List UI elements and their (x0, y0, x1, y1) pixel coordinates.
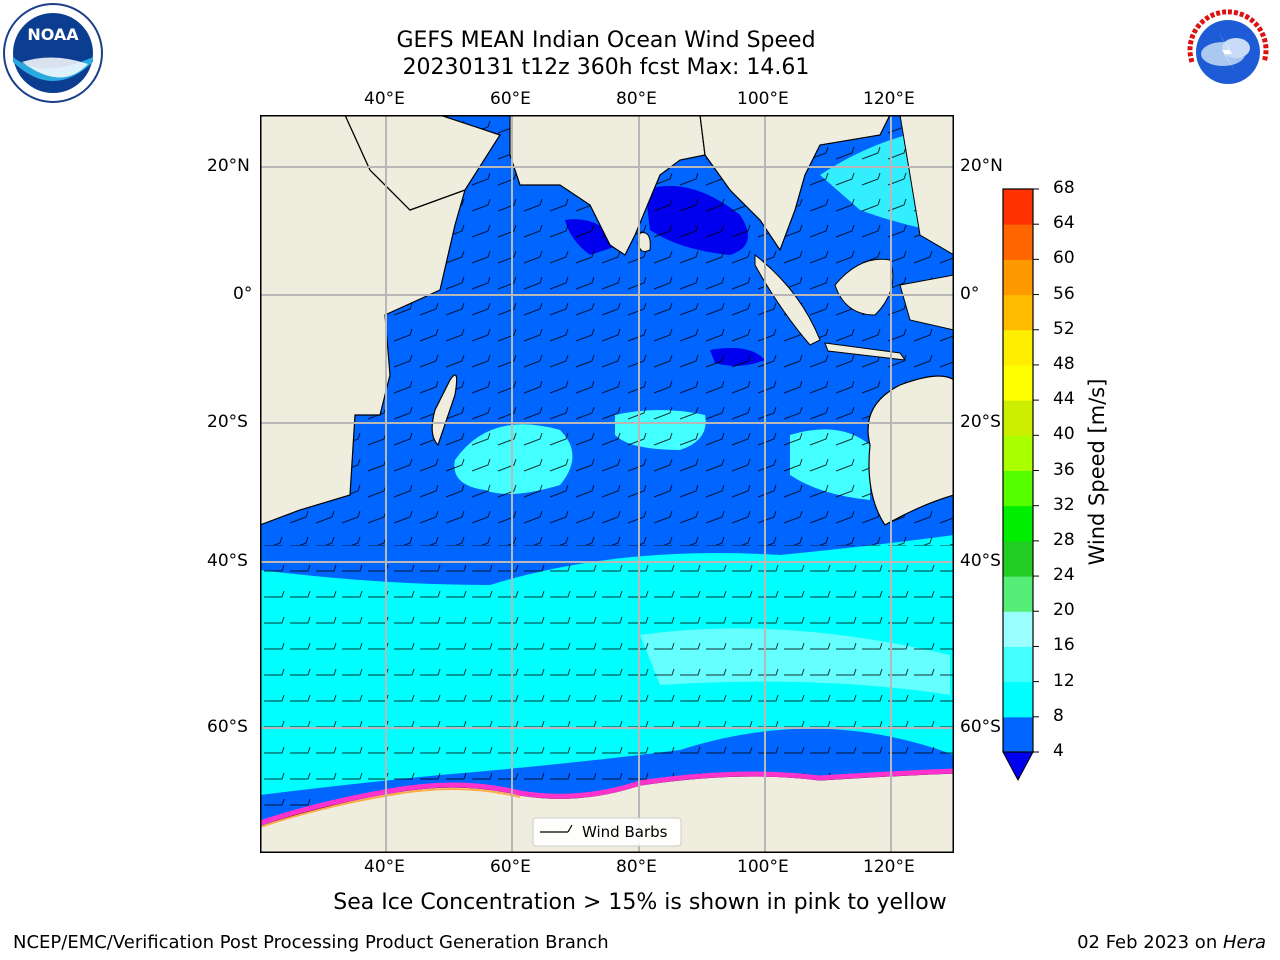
lon-tick-top-80e: 80°E (616, 89, 657, 109)
sea-ice-edge (260, 768, 954, 826)
colorbar-tick-label: 24 (1053, 565, 1075, 586)
land-sumatra (754, 253, 821, 346)
colorbar-segment (1003, 189, 1033, 225)
noaa-logo: NOAA (3, 3, 103, 103)
colorbar-tick-label: 60 (1053, 248, 1075, 269)
colorbar-segment (1003, 329, 1033, 366)
lat-tick-right-40s: 40°S (960, 551, 1001, 571)
colorbar-tick-label: 36 (1053, 459, 1075, 480)
colorbar-tick-label: 4 (1053, 741, 1064, 761)
graticule (260, 115, 954, 853)
lon-tick-bottom-80e: 80°E (616, 857, 657, 877)
colorbar-segment (1003, 576, 1033, 612)
lat-tick-left-60s: 60°S (207, 717, 248, 737)
date-footer: 02 Feb 2023 on Hera (1077, 932, 1266, 953)
colorbar-tick-label: 44 (1053, 389, 1075, 410)
colorbar-segment (1003, 646, 1033, 683)
lat-tick-right-20n: 20°N (960, 156, 1003, 176)
colorbar-segment (1003, 470, 1033, 507)
colorbar-segment (1003, 435, 1033, 471)
land-southeast-asia (699, 115, 891, 252)
land-indonesia-east (899, 274, 954, 331)
lat-tick-right-60s: 60°S (960, 717, 1001, 737)
colorbar-segment (1003, 611, 1033, 647)
lat-tick-left-0: 0° (233, 284, 253, 304)
lon-tick-top-120e: 120°E (863, 89, 915, 109)
colorbar-tick-label: 52 (1053, 318, 1075, 339)
colorbar (1002, 188, 1039, 782)
colorbar-tick-label: 20 (1053, 600, 1075, 621)
colorbar-tick-label: 68 (1053, 178, 1075, 198)
land-arabia (344, 115, 501, 211)
colorbar-tick-label: 32 (1053, 494, 1075, 515)
colorbar-tick-label: 8 (1053, 705, 1064, 726)
sea-ice-caption: Sea Ice Concentration > 15% is shown in … (333, 890, 947, 915)
colorbar-tick-label: 64 (1053, 213, 1075, 234)
lat-tick-left-40s: 40°S (207, 551, 248, 571)
map-frame (260, 115, 954, 853)
colorbar-segment (1003, 224, 1033, 260)
lon-tick-top-40e: 40°E (364, 89, 405, 109)
colorbar-tick-label: 48 (1053, 353, 1075, 374)
colorbar-segment (1003, 400, 1033, 436)
colorbar-segment (1003, 364, 1033, 401)
lon-tick-top-60e: 60°E (490, 89, 531, 109)
lon-tick-bottom-120e: 120°E (863, 857, 915, 877)
wind-speed-map: Wind Barbs (260, 115, 954, 853)
colorbar-tick-label: 12 (1053, 670, 1075, 691)
lat-tick-right-20s: 20°S (960, 412, 1001, 432)
nws-logo (1180, 4, 1276, 100)
chart-subtitle: 20230131 t12z 360h fcst Max: 14.61 (402, 55, 810, 80)
colorbar-segment (1003, 716, 1033, 753)
colorbar-segment (1003, 540, 1033, 577)
colorbar-segment (1003, 294, 1033, 331)
lon-tick-bottom-40e: 40°E (364, 857, 405, 877)
lon-tick-top-100e: 100°E (737, 89, 789, 109)
sea-ice-edge-high (260, 788, 521, 828)
colorbar-label: Wind Speed [m/s] (1085, 378, 1109, 566)
lat-tick-right-0: 0° (960, 284, 980, 304)
svg-text:NOAA: NOAA (27, 25, 79, 44)
lon-tick-bottom-100e: 100°E (737, 857, 789, 877)
chart-title: GEFS MEAN Indian Ocean Wind Speed (396, 28, 816, 53)
colorbar-segment (1003, 681, 1033, 718)
lon-tick-bottom-60e: 60°E (490, 857, 531, 877)
land-madagascar (431, 374, 458, 447)
colorbar-under-arrow (1002, 751, 1034, 782)
lat-tick-left-20n: 20°N (207, 156, 250, 176)
colorbar-tick-label: 56 (1053, 283, 1075, 304)
colorbar-tick-label: 40 (1053, 424, 1075, 445)
date-footer-text: 02 Feb 2023 on (1077, 932, 1223, 953)
land-philippines-region (899, 115, 954, 256)
lat-tick-left-20s: 20°S (207, 412, 248, 432)
credit-footer: NCEP/EMC/Verification Post Processing Pr… (13, 932, 609, 953)
colorbar-segment (1003, 259, 1033, 296)
map-legend: Wind Barbs (532, 817, 682, 847)
land-java (824, 342, 907, 361)
colorbar-tick-label: 16 (1053, 635, 1075, 656)
machine-name: Hera (1222, 932, 1266, 953)
colorbar-tick-label: 28 (1053, 529, 1075, 550)
colorbar-segment (1003, 505, 1033, 542)
legend-wind-barbs-label: Wind Barbs (582, 823, 668, 841)
